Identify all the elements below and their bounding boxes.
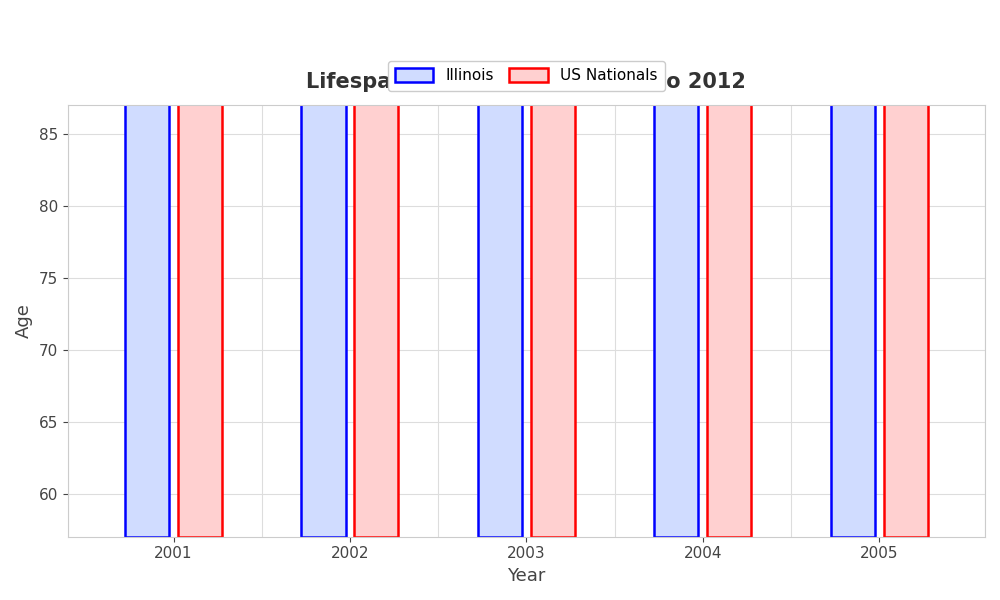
Bar — [125, 0, 169, 537]
Bar — [178, 0, 222, 537]
Bar — [707, 0, 751, 537]
Bar — [354, 0, 398, 537]
Bar — [831, 0, 875, 537]
Bar — [478, 0, 522, 537]
Legend: Illinois, US Nationals: Illinois, US Nationals — [388, 61, 665, 91]
Bar — [301, 0, 346, 537]
Bar — [531, 0, 575, 537]
Y-axis label: Age: Age — [15, 304, 33, 338]
Bar — [654, 0, 698, 537]
Title: Lifespan in Illinois from 1959 to 2012: Lifespan in Illinois from 1959 to 2012 — [306, 72, 746, 92]
Bar — [884, 0, 928, 537]
X-axis label: Year: Year — [507, 567, 546, 585]
